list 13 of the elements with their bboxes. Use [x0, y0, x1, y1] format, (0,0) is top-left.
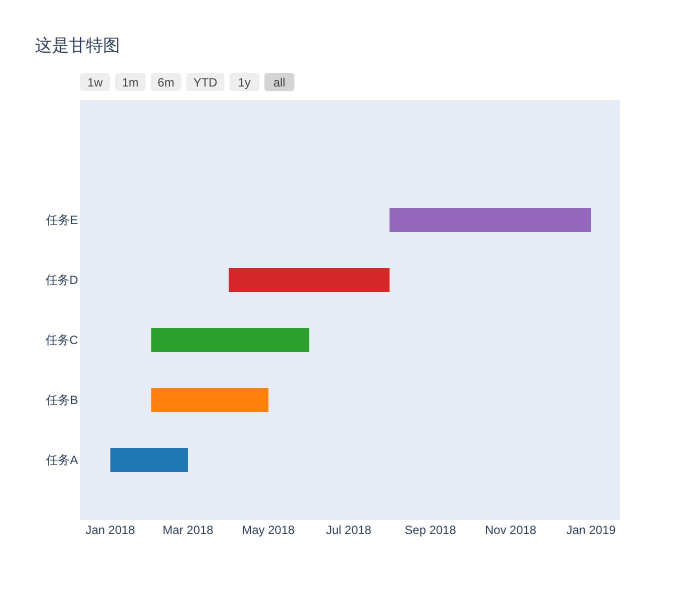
x-tick-label: Jan 2018: [86, 523, 136, 537]
y-tick-label: 任务E: [44, 213, 78, 227]
x-tick-label: May 2018: [242, 523, 296, 537]
y-tick-label: 任务C: [44, 333, 78, 347]
x-tick-label: Nov 2018: [484, 523, 537, 537]
x-tick-label: Jan 2019: [566, 523, 616, 537]
y-tick-label: 任务D: [44, 273, 78, 287]
x-tick-label: Jul 2018: [326, 523, 372, 537]
y-tick-label: 任务A: [44, 453, 78, 467]
title: 这是甘特图: [35, 36, 120, 55]
x-tick-label: Sep 2018: [404, 523, 456, 537]
x-tick-label: Mar 2018: [162, 523, 214, 537]
y-tick-label: 任务B: [44, 393, 78, 407]
